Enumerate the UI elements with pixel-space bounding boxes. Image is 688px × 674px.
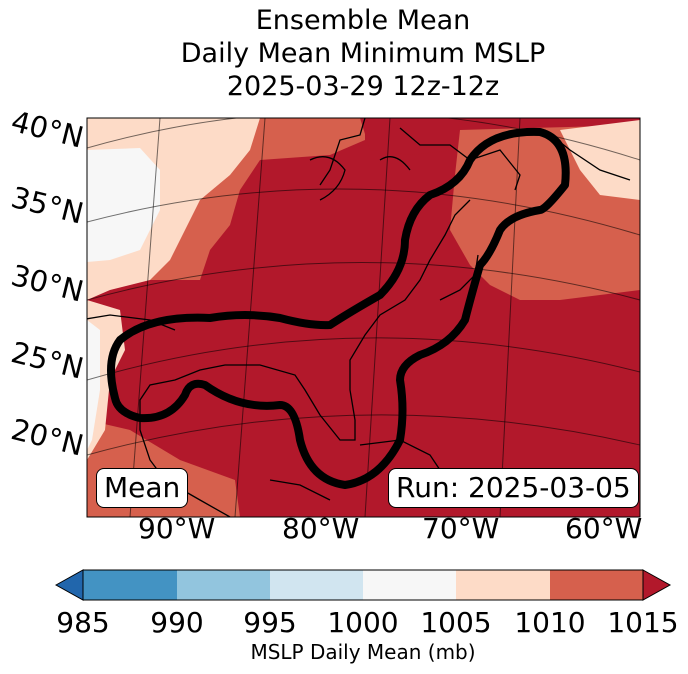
colorbar-bin-995-1000 (270, 570, 363, 600)
colorbar-bin-1010-1015 (550, 570, 643, 600)
colorbar-frame (82, 569, 644, 601)
colorbar-label: MSLP Daily Mean (mb) (250, 640, 476, 664)
colorbar-tick-1000: 1000 (327, 606, 399, 639)
lon-label-90w: 90°W (138, 512, 216, 545)
field-1000-1005 (87, 148, 160, 262)
colorbar-tick-990: 990 (150, 606, 204, 639)
run-label-box: Run: 2025-03-05 (388, 468, 639, 508)
mean-label-box: Mean (96, 468, 189, 508)
lon-label-60w: 60°W (565, 512, 643, 545)
colorbar-bin-985-990 (83, 570, 177, 600)
colorbar-high-extend (642, 569, 672, 601)
colorbar-low-extend (54, 569, 84, 601)
colorbar-bin-990-995 (177, 570, 270, 600)
colorbar-tick-1010: 1010 (514, 606, 586, 639)
lon-label-70w: 70°W (422, 512, 500, 545)
colorbar-bin-1005-1010 (456, 570, 550, 600)
title-line-3: 2025-03-29 12z-12z (226, 71, 500, 102)
title-line-1: Ensemble Mean (255, 5, 471, 36)
title-line-2: Daily Mean Minimum MSLP (180, 38, 546, 69)
lon-label-80w: 80°W (282, 512, 360, 545)
colorbar-tick-995: 995 (243, 606, 297, 639)
field-1000-1005-west (87, 320, 100, 450)
map-frame (86, 117, 641, 518)
colorbar-tick-1015: 1015 (607, 606, 679, 639)
field-1005-1010-ne (560, 120, 640, 200)
colorbar-bin-1000-1005 (363, 570, 456, 600)
mean-contour (107, 127, 570, 489)
colorbar-tick-1005: 1005 (420, 606, 492, 639)
colorbar-tick-985: 985 (56, 606, 110, 639)
